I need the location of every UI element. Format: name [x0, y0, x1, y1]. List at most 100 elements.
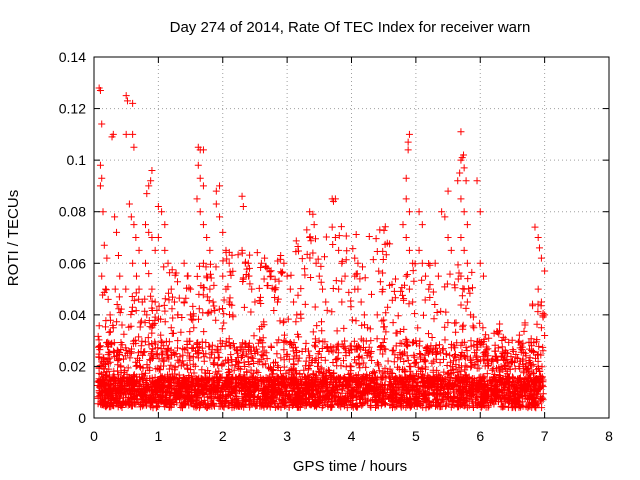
- chart-title: Day 274 of 2014, Rate Of TEC Index for r…: [170, 19, 531, 36]
- scatter-point: [479, 272, 487, 280]
- scatter-point: [515, 362, 523, 370]
- scatter-point: [143, 190, 151, 198]
- scatter-point: [351, 254, 359, 262]
- scatter-point: [521, 362, 529, 370]
- scatter-point: [216, 182, 224, 190]
- x-tick-label: 7: [541, 428, 549, 444]
- scatter-point: [293, 311, 301, 319]
- scatter-point: [322, 298, 330, 306]
- scatter-point: [106, 311, 114, 319]
- scatter-point: [190, 324, 198, 332]
- scatter-point: [541, 267, 549, 275]
- scatter-point: [151, 298, 159, 306]
- scatter-point: [148, 285, 156, 293]
- y-tick-label: 0.08: [59, 204, 86, 220]
- scatter-point: [264, 264, 272, 272]
- scatter-point: [531, 223, 539, 231]
- x-tick-label: 8: [605, 428, 613, 444]
- grid-layer: [94, 57, 609, 418]
- scatter-point: [331, 195, 339, 203]
- scatter-point: [473, 177, 481, 185]
- scatter-point: [123, 97, 131, 105]
- scatter-point: [199, 259, 207, 267]
- scatter-point: [216, 213, 224, 221]
- scatter-point: [98, 120, 106, 128]
- scatter-point: [219, 272, 227, 280]
- scatter-point: [100, 357, 108, 365]
- scatter-point: [290, 298, 298, 306]
- scatter-point: [132, 272, 140, 280]
- scatter-point: [148, 166, 156, 174]
- scatter-point: [138, 298, 146, 306]
- scatter-point: [351, 272, 359, 280]
- scatter-point: [357, 298, 365, 306]
- scatter-point: [96, 342, 104, 350]
- scatter-point: [402, 174, 410, 182]
- scatter-point: [194, 161, 202, 169]
- scatter-point: [103, 254, 111, 262]
- scatter-point: [225, 259, 233, 267]
- scatter-point: [409, 259, 417, 267]
- scatter-point: [418, 259, 426, 267]
- scatter-point: [454, 177, 462, 185]
- scatter-point: [425, 285, 433, 293]
- x-tick-label: 5: [412, 428, 420, 444]
- scatter-point: [354, 259, 362, 267]
- scatter-point: [405, 246, 413, 254]
- scatter-point: [111, 285, 119, 293]
- scatter-point: [125, 200, 133, 208]
- scatter-point: [541, 311, 549, 319]
- y-tick-label: 0.04: [59, 307, 86, 323]
- scatter-point: [116, 272, 124, 280]
- scatter-point: [145, 228, 153, 236]
- y-tick-label: 0.02: [59, 358, 86, 374]
- scatter-point: [164, 259, 172, 267]
- scatter-point: [102, 285, 110, 293]
- scatter-point: [402, 272, 410, 280]
- scatter-point: [203, 272, 211, 280]
- scatter-point: [444, 187, 452, 195]
- scatter-point: [335, 285, 343, 293]
- scatter-point: [537, 324, 545, 332]
- y-tick-label: 0: [78, 410, 86, 426]
- scatter-point: [129, 130, 137, 138]
- scatter-point: [402, 234, 410, 241]
- scatter-point: [312, 259, 320, 267]
- scatter-point: [113, 301, 121, 309]
- scatter-point: [402, 195, 410, 203]
- scatter-point: [180, 259, 188, 267]
- scatter-point: [158, 208, 166, 216]
- scatter-point: [476, 259, 484, 267]
- scatter-point: [154, 203, 162, 211]
- scatter-point: [447, 246, 455, 254]
- scatter-point: [405, 130, 413, 138]
- scatter-point: [405, 285, 413, 293]
- scatter-point: [460, 164, 468, 172]
- ticks-layer: [93, 56, 610, 419]
- scatter-point: [335, 246, 343, 254]
- y-tick-label: 0.12: [59, 101, 86, 117]
- y-tick-labels: 0 0.02 0.04 0.06 0.08 0.1 0.12 0.14: [59, 49, 86, 426]
- scatter-point: [463, 259, 471, 267]
- scatter-point: [109, 324, 117, 332]
- scatter-point: [183, 272, 191, 280]
- scatter-point: [409, 298, 417, 306]
- y-tick-label: 0.06: [59, 255, 86, 271]
- scatter-point: [441, 213, 449, 221]
- scatter-point: [196, 208, 204, 216]
- scatter-point: [238, 192, 246, 200]
- scatter-point: [100, 241, 108, 249]
- scatter-point: [415, 246, 423, 254]
- scatter-point: [499, 350, 507, 358]
- scatter-point: [444, 234, 452, 241]
- scatter-point: [338, 298, 346, 306]
- scatter-point: [319, 285, 327, 293]
- scatter-point: [310, 221, 318, 229]
- scatter-point: [460, 285, 468, 293]
- scatter-point: [199, 182, 207, 190]
- scatter-point: [199, 221, 207, 229]
- scatter-point: [360, 311, 368, 319]
- scatter-point: [193, 195, 201, 203]
- scatter-point: [135, 246, 143, 254]
- scatter-point: [280, 259, 288, 267]
